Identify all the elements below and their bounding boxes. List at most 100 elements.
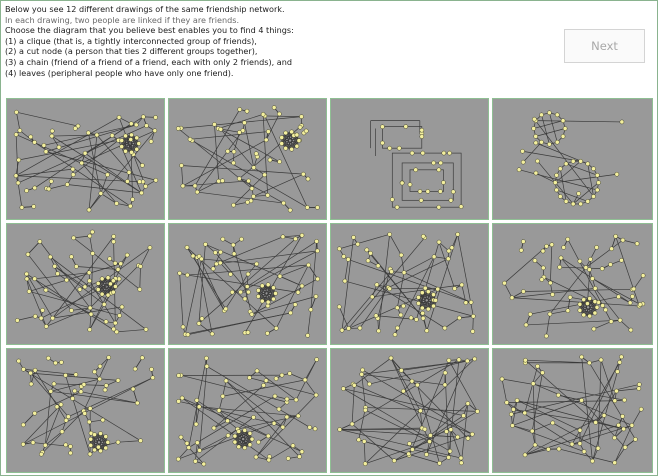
person-node [64,182,70,187]
person-node [581,297,587,302]
person-node [346,326,351,331]
person-node [547,311,553,317]
network-drawing-2[interactable] [168,98,327,220]
person-node [622,444,628,450]
person-node [68,444,73,449]
person-node [510,423,515,428]
person-node [413,167,419,173]
person-node [459,460,464,466]
person-node [247,431,253,436]
person-node [288,310,293,316]
person-node [185,272,190,278]
person-node [74,264,79,269]
person-node [180,324,186,330]
person-node [103,445,109,451]
person-node [271,420,277,426]
person-node [196,321,202,326]
person-node [355,241,361,247]
person-node [475,409,480,414]
network-drawing-4[interactable] [492,98,653,220]
person-node [238,289,243,295]
person-node [446,248,452,254]
network-drawing-12[interactable] [492,348,653,473]
person-node [305,333,311,338]
network-drawing-5[interactable] [6,223,165,345]
person-node [416,301,421,306]
person-node [504,400,510,405]
person-node [409,378,415,384]
person-node [246,289,251,295]
person-node [410,447,415,452]
person-node [199,256,204,262]
person-node [239,236,244,242]
person-node [265,433,271,439]
network-drawing-6[interactable] [168,223,327,345]
person-node [629,423,635,428]
person-node [70,172,76,177]
network-drawing-10[interactable] [168,348,327,473]
network-drawing-3[interactable] [330,98,489,220]
person-node [55,271,60,276]
person-node [631,286,637,292]
person-node [544,333,549,339]
person-node [253,454,259,460]
person-node [367,381,372,387]
person-node [600,303,605,308]
person-node [442,370,448,376]
person-node [297,124,303,130]
person-node [92,432,97,437]
person-node [237,107,243,112]
network-drawing-11[interactable] [330,348,489,473]
person-node [342,278,348,284]
person-node [539,277,545,282]
person-node [461,413,466,419]
person-node [132,366,138,372]
person-node [97,376,102,382]
person-node [577,427,583,433]
person-node [192,183,198,189]
network-drawing-9[interactable] [6,348,165,473]
person-node [179,395,185,401]
person-node [315,205,320,210]
person-node [223,306,229,312]
person-node [293,397,299,403]
person-node [448,427,454,432]
person-node [546,446,551,452]
person-node [594,304,600,310]
person-node [54,404,60,410]
network-drawing-8[interactable] [492,223,653,345]
next-button[interactable]: Next [564,29,645,63]
person-node [176,399,181,404]
person-node [636,386,642,391]
person-node [79,160,85,166]
person-node [465,358,470,364]
person-node [262,172,267,178]
person-node [247,375,252,381]
person-node [337,246,342,252]
person-node [143,327,149,332]
person-node [105,292,111,298]
person-node [418,198,424,203]
instruction-line: (3) a chain (friend of a friend of a fri… [5,56,293,67]
person-node [403,124,409,129]
person-node [304,205,310,210]
person-node [242,120,247,126]
person-node [594,172,600,178]
person-node [271,105,277,110]
person-node [499,376,505,382]
person-node [554,172,559,178]
person-node [554,112,560,118]
person-node [446,358,452,363]
person-node [70,396,75,401]
person-node [470,329,476,334]
person-node [249,311,255,317]
person-node [391,458,397,463]
person-node [420,233,426,239]
person-node [445,256,451,262]
person-node [86,419,92,425]
person-node [70,166,76,172]
network-drawing-7[interactable] [330,223,489,345]
network-drawing-1[interactable] [6,98,165,220]
person-node [48,388,54,394]
person-node [420,315,426,321]
